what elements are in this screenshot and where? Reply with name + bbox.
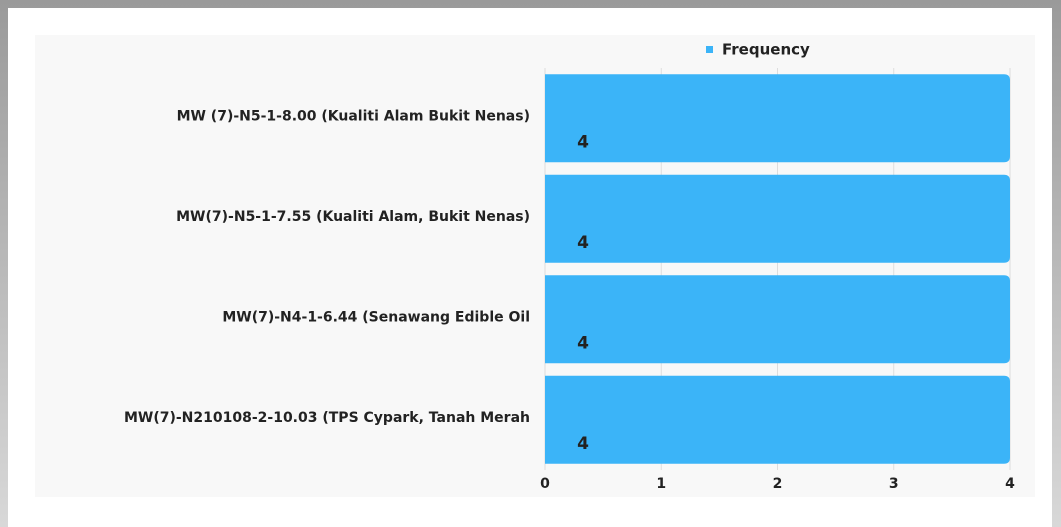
data-label: 4: [577, 233, 589, 253]
x-tick-label: 0: [540, 476, 550, 492]
x-tick-label: 1: [656, 476, 666, 492]
y-tick-label: MW(7)-N210108-2-10.03 (TPS Cypark, Tanah…: [124, 410, 530, 426]
legend-marker: [706, 46, 713, 53]
bar: [545, 74, 1010, 163]
x-tick-label: 3: [889, 476, 899, 492]
data-label: 4: [577, 333, 589, 353]
y-tick-label: MW(7)-N5-1-7.55 (Kualiti Alam, Bukit Nen…: [176, 209, 530, 225]
y-tick-label: MW (7)-N5-1-8.00 (Kualiti Alam Bukit Nen…: [177, 108, 530, 124]
bar: [545, 275, 1010, 364]
data-label: 4: [577, 132, 589, 152]
bar: [545, 174, 1010, 263]
x-tick-label: 4: [1005, 476, 1015, 492]
legend-label: Frequency: [722, 41, 810, 59]
x-tick-label: 2: [773, 476, 783, 492]
y-tick-label: MW(7)-N4-1-6.44 (Senawang Edible Oil: [222, 309, 530, 325]
data-label: 4: [577, 434, 589, 454]
bar: [545, 375, 1010, 464]
